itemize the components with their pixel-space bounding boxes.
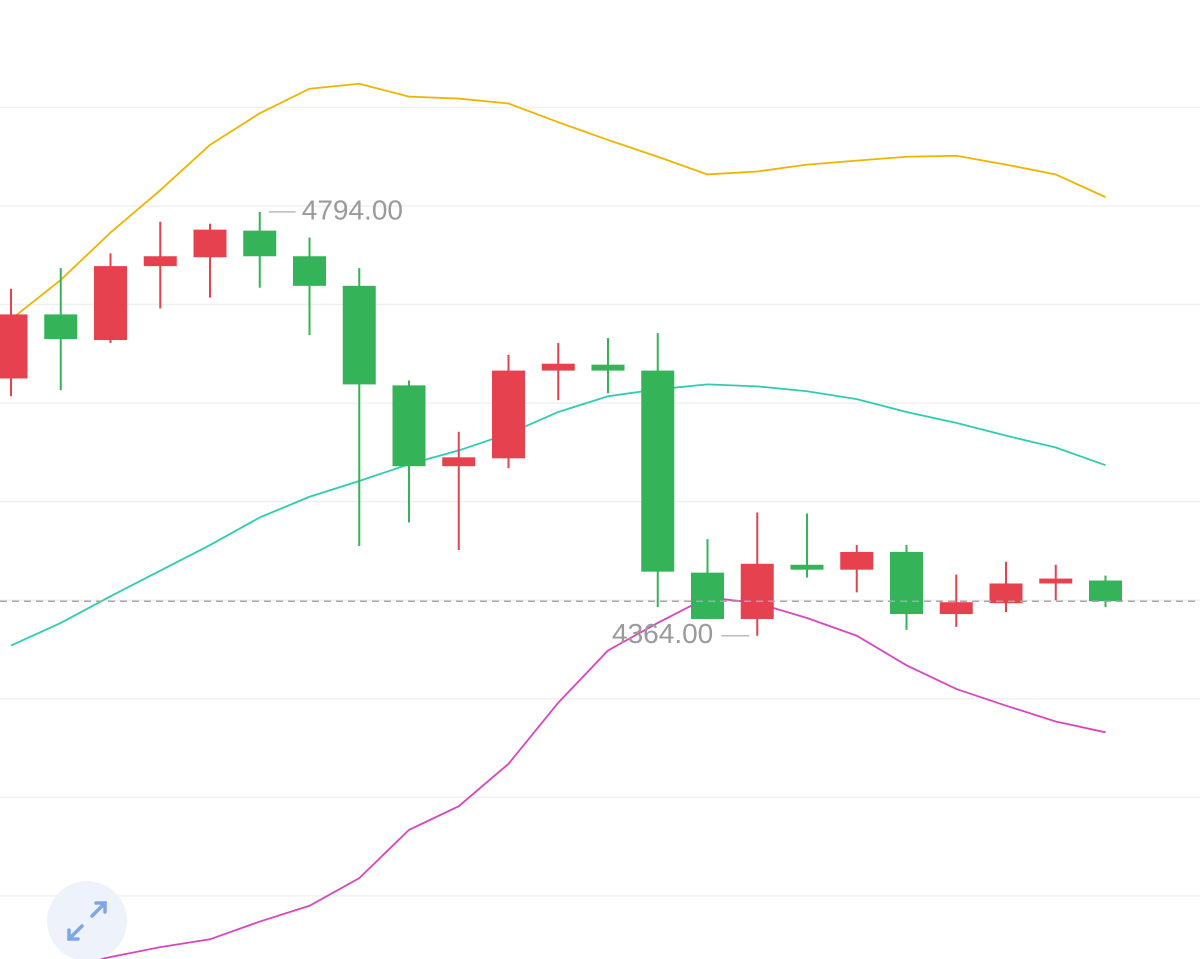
candle-body	[392, 385, 426, 467]
candle-body	[342, 285, 376, 385]
band-line	[10, 383, 1106, 647]
candle-body	[243, 230, 277, 257]
annotation-label: 4794.00	[302, 194, 403, 225]
candle-body	[691, 572, 724, 619]
candle-body	[890, 551, 923, 615]
candle-body	[143, 256, 177, 267]
band-line	[97, 596, 1106, 959]
candle-body	[44, 314, 78, 340]
candle-body	[94, 266, 127, 341]
candle-body	[591, 364, 625, 371]
band-line	[10, 82, 1106, 321]
expand-button[interactable]	[47, 881, 127, 959]
candle-body	[939, 602, 973, 615]
candle-body	[740, 563, 774, 619]
candle-body	[442, 457, 476, 467]
annotation-label: 4364.00	[612, 618, 713, 649]
candle-body	[641, 370, 675, 572]
candle-body	[790, 564, 824, 570]
candle-body	[0, 314, 28, 379]
candle-body	[1089, 580, 1122, 602]
candle-body	[989, 583, 1023, 604]
expand-icon[interactable]	[67, 901, 107, 941]
expand-button-bg[interactable]	[47, 881, 127, 959]
candle-body	[193, 229, 227, 258]
candle-body	[492, 370, 525, 459]
candle-body	[541, 363, 575, 371]
candle-body	[840, 551, 874, 570]
candle-body	[1039, 578, 1073, 584]
candle-body	[293, 256, 326, 286]
